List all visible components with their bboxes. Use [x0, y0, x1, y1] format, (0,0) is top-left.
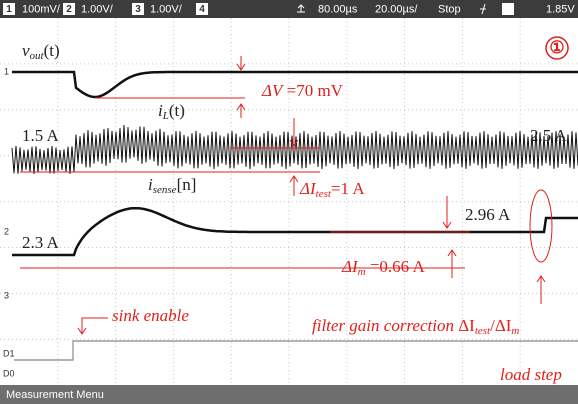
measurement-menu[interactable]: Measurement Menu — [6, 389, 104, 401]
trigger-level: 1.85V — [546, 3, 575, 15]
delta-itest: ΔItest=1 A — [299, 179, 365, 200]
isense-before: 2.3 A — [22, 233, 60, 252]
channel-scale: 1.00V/ — [81, 3, 114, 15]
figure-number: ① — [549, 38, 564, 57]
il-before: 1.5 A — [22, 126, 60, 145]
il-after: 2.5 A — [530, 126, 568, 145]
scope-screen: 1 100mV/ 2 1.00V/ 3 1.00V/ 4 80.00µs 20.… — [0, 0, 578, 404]
channel-scale: 1.00V/ — [150, 3, 183, 15]
channel-marker: 2 — [4, 226, 9, 236]
isense-label: isense[n] — [148, 175, 196, 196]
channel-number: 4 — [199, 4, 205, 15]
il-label: iL(t) — [158, 101, 185, 122]
run-status[interactable]: Stop — [438, 3, 461, 15]
filter-gain: filter gain correction ΔItest/ΔIm — [312, 316, 519, 337]
isense-after: 2.96 A — [465, 205, 511, 224]
channel-number: 2 — [66, 4, 72, 15]
page: {"toolbar":{"channels":[{"number":"1","s… — [0, 0, 578, 404]
delta-im: ΔIm =0.66 A — [341, 257, 425, 278]
channel-scale: 100mV/ — [22, 3, 61, 15]
channel-marker: 1 — [4, 66, 9, 76]
channel-number: 3 — [135, 4, 141, 15]
delta-v: ΔV =70 mV — [261, 81, 344, 100]
trigger-source — [502, 3, 514, 15]
time-scale: 20.00µs/ — [375, 3, 418, 15]
time-offset: 80.00µs — [318, 3, 358, 15]
vout-label: vout(t) — [22, 41, 60, 62]
channel-marker: D0 — [3, 368, 15, 378]
channel-marker: D1 — [3, 348, 15, 358]
channel-number: 1 — [6, 4, 12, 15]
sink-enable: sink enable — [112, 306, 189, 325]
load-step: load step — [500, 365, 562, 384]
digital-trace — [14, 341, 578, 360]
channel-marker: 3 — [4, 290, 9, 300]
il-trace — [12, 125, 578, 174]
